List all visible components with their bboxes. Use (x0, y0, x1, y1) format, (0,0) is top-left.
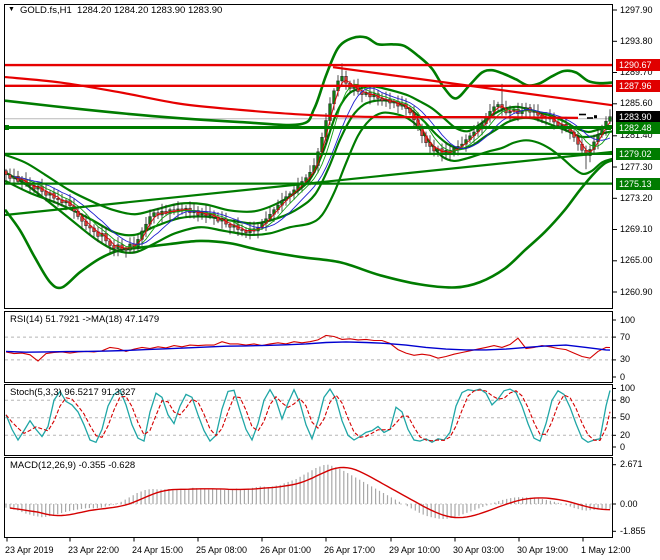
price-tick-label: 1265.00 (620, 255, 653, 266)
rsi-scale-label: 70 (620, 331, 631, 342)
time-axis-label: 1 May 12:00 (581, 545, 631, 555)
stoch-scale-label: 80 (620, 394, 631, 405)
time-axis-label: 26 Apr 17:00 (324, 545, 376, 555)
chart-title: GOLD.fs,H1 1284.20 1284.20 1283.90 1283.… (20, 5, 222, 16)
rsi-scale-label: 0 (620, 371, 626, 382)
price-level-badge-red: 1287.96 (616, 79, 660, 92)
main-chart-area[interactable] (4, 4, 613, 309)
price-tick-label: 1269.10 (620, 224, 653, 234)
time-axis-label: 23 Apr 22:00 (68, 545, 120, 555)
time-axis-label: 23 Apr 2019 (5, 545, 54, 555)
price-tick-label: 1277.30 (620, 161, 653, 172)
chart-dropdown-icon[interactable]: ▼ (8, 6, 15, 13)
price-level-badge-red: 1290.67 (616, 59, 660, 72)
rsi-label: RSI(14) 51.7921 ->MA(18) 47.1479 (10, 314, 160, 325)
price-tick-label: 1273.20 (620, 192, 653, 203)
price-level-badge-green: 1279.02 (616, 147, 660, 160)
price-tick-label: 1260.90 (620, 286, 653, 297)
price-tick-label: 1289.70 (620, 67, 653, 77)
price-tick-label: 1297.90 (620, 4, 653, 15)
stoch-scale-label: 50 (620, 412, 631, 423)
stoch-scale-label: 20 (620, 429, 631, 440)
ohlc-readout: 1284.20 1284.20 1283.90 1283.90 (77, 5, 223, 16)
macd-scale-label: 0.00 (620, 498, 638, 509)
rsi-scale-label: 100 (620, 314, 636, 325)
time-axis-label: 25 Apr 08:00 (196, 545, 248, 555)
time-axis-label: 29 Apr 10:00 (389, 545, 441, 555)
price-tick-label: 1285.60 (620, 98, 653, 109)
stoch-label: Stoch(5,3,3) 96.5217 91.3327 (10, 387, 136, 398)
price-tick-label: 1293.80 (620, 35, 653, 46)
rsi-scale-label: 30 (620, 354, 631, 365)
time-axis-label: 30 Apr 03:00 (453, 545, 505, 555)
price-tick-label: 1281.40 (620, 130, 653, 141)
time-axis-label: 26 Apr 01:00 (260, 545, 312, 555)
macd-label: MACD(12,26,9) -0.355 -0.628 (10, 460, 136, 471)
stoch-scale-label: 100 (620, 383, 636, 393)
price-level-badge-green: 1282.48 (616, 121, 660, 134)
time-axis-label: 24 Apr 15:00 (132, 545, 184, 555)
time-axis-label: 30 Apr 19:00 (517, 545, 569, 555)
stoch-scale-label: 0 (620, 441, 626, 452)
macd-scale-label: 2.671 (620, 459, 643, 470)
macd-scale-label: -1.855 (620, 525, 646, 536)
symbol-timeframe-label: GOLD.fs,H1 (20, 5, 72, 16)
price-level-badge-black: 1283.90 (616, 110, 660, 123)
price-level-badge-green: 1275.13 (616, 177, 660, 190)
